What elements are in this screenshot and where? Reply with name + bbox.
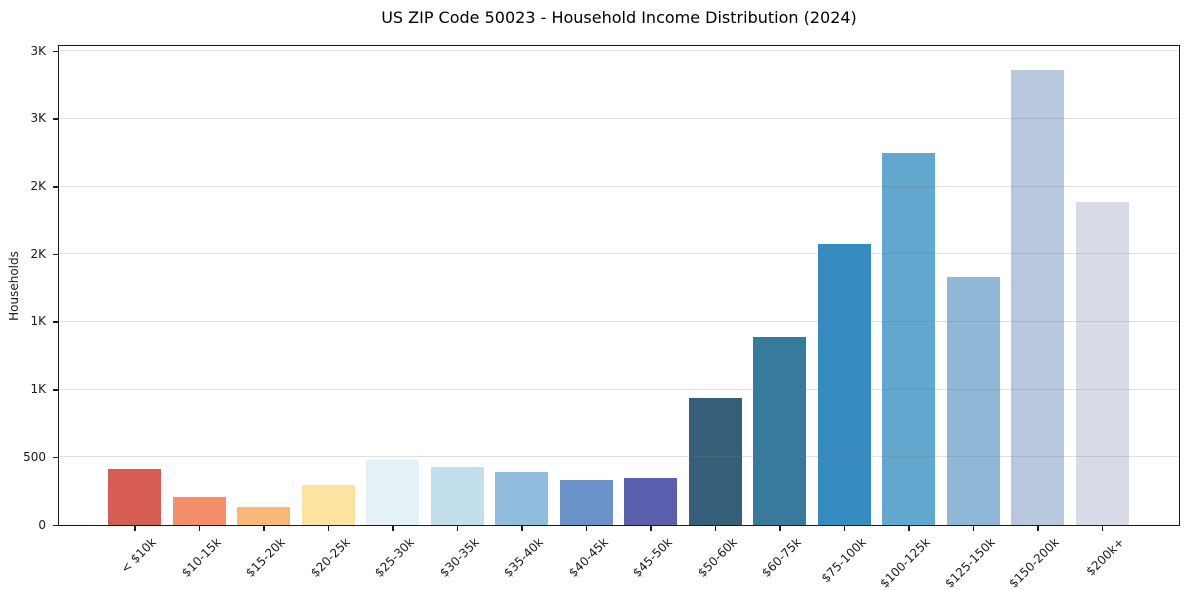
y-tick-label: 3K xyxy=(30,43,46,58)
y-tick-mark xyxy=(53,524,58,526)
y-tick-mark xyxy=(53,50,58,53)
y-tick-label: 500 xyxy=(23,449,46,464)
x-tick-mark xyxy=(843,525,846,531)
bar-$45-50k xyxy=(624,478,677,525)
y-tick-label: 2K xyxy=(30,246,46,261)
bar-$60-75k xyxy=(753,336,806,525)
gridline-2500 xyxy=(59,185,1179,187)
y-axis: 0 500 1K 1K 2K 2K 3K 3K xyxy=(0,43,58,532)
bar-$30-35k xyxy=(430,466,484,525)
x-axis: < $10k $10-15k $15-20k $20-25k $25-30k $30-35… xyxy=(58,525,1180,590)
bar-$150-200k xyxy=(1011,70,1064,525)
y-tick-label: 1K xyxy=(30,382,46,397)
x-tick-mark xyxy=(521,525,523,531)
x-tick-mark xyxy=(585,525,588,531)
gridline-3000 xyxy=(59,117,1179,119)
bar-$50-60k xyxy=(688,398,742,525)
x-tick-mark xyxy=(972,525,975,531)
bar-$35-40k xyxy=(495,472,548,525)
x-tick-mark xyxy=(908,525,910,531)
bar-$125-150k xyxy=(946,277,1000,525)
y-tick-mark xyxy=(53,118,58,120)
bar-$100-125k xyxy=(882,152,935,525)
x-tick-mark xyxy=(134,525,136,531)
bar-$200k+ xyxy=(1075,201,1129,525)
y-tick-mark xyxy=(53,389,58,391)
x-tick-mark xyxy=(327,525,330,531)
bar-< $10k xyxy=(108,468,161,525)
gridline-2000 xyxy=(59,253,1179,255)
gridline-500 xyxy=(59,456,1179,458)
y-tick-mark xyxy=(53,186,58,188)
x-tick-label: < $10k xyxy=(118,534,159,576)
y-tick-label: 3K xyxy=(30,111,46,126)
bar-$75-100k xyxy=(817,244,871,525)
x-tick-mark xyxy=(779,525,781,531)
bar-$40-45k xyxy=(559,480,613,525)
bar-$15-20k xyxy=(237,507,290,525)
chart-title: US ZIP Code 50023 - Household Income Dis… xyxy=(381,8,857,27)
y-tick-label: 1K xyxy=(30,314,46,329)
gridline-1000 xyxy=(59,388,1179,390)
x-tick-mark xyxy=(392,525,394,531)
bar-$20-25k xyxy=(301,485,355,525)
x-tick-mark xyxy=(650,525,652,531)
y-tick-label: 2K xyxy=(30,179,46,194)
y-tick-label: 0 xyxy=(38,517,46,532)
x-tick-mark xyxy=(198,525,201,531)
plot-area xyxy=(58,45,1180,526)
y-tick-mark xyxy=(53,253,58,256)
x-tick-mark xyxy=(714,525,717,531)
bar-$25-30k xyxy=(366,460,419,525)
gridline-3500 xyxy=(59,50,1179,52)
y-tick-mark xyxy=(53,456,58,459)
x-tick-mark xyxy=(456,525,459,531)
y-tick-mark xyxy=(53,321,58,323)
x-tick-mark xyxy=(263,525,265,531)
bar-$10-15k xyxy=(172,496,226,525)
x-tick-mark xyxy=(1101,525,1104,531)
x-tick-mark xyxy=(1037,525,1039,531)
gridline-1500 xyxy=(59,320,1179,322)
